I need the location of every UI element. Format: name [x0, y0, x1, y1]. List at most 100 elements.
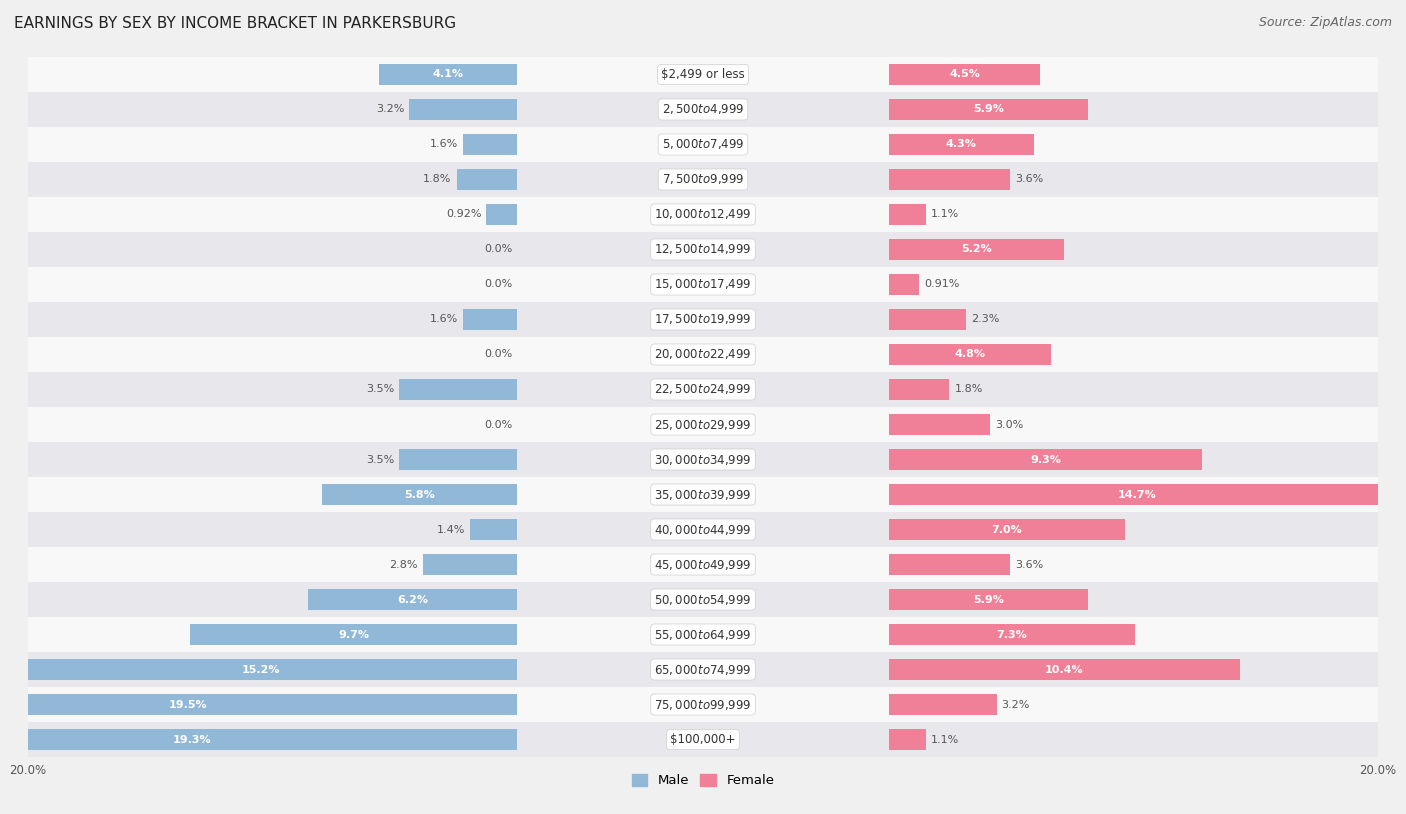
Text: 15.2%: 15.2%	[242, 664, 280, 675]
Bar	[457, 168, 517, 190]
Bar	[28, 232, 1378, 267]
Text: 0.91%: 0.91%	[924, 279, 960, 290]
Bar	[889, 344, 1050, 365]
Text: 5.2%: 5.2%	[960, 244, 991, 255]
Bar	[0, 694, 517, 716]
Bar	[28, 547, 1378, 582]
Bar	[889, 239, 1064, 260]
Bar	[889, 414, 990, 435]
Text: 0.0%: 0.0%	[484, 419, 512, 430]
Text: $15,000 to $17,499: $15,000 to $17,499	[654, 278, 752, 291]
Bar	[409, 98, 517, 120]
Bar	[28, 372, 1378, 407]
Bar	[399, 379, 517, 400]
Bar	[190, 624, 517, 646]
Bar	[0, 729, 517, 751]
Text: $75,000 to $99,999: $75,000 to $99,999	[654, 698, 752, 711]
Text: Source: ZipAtlas.com: Source: ZipAtlas.com	[1258, 16, 1392, 29]
Text: 3.6%: 3.6%	[1015, 559, 1043, 570]
Bar	[889, 624, 1135, 646]
Text: 4.8%: 4.8%	[955, 349, 986, 360]
Bar	[28, 617, 1378, 652]
Text: $2,499 or less: $2,499 or less	[661, 68, 745, 81]
Text: 3.6%: 3.6%	[1015, 174, 1043, 185]
Text: 4.5%: 4.5%	[949, 69, 980, 80]
Bar	[28, 127, 1378, 162]
Text: $25,000 to $29,999: $25,000 to $29,999	[654, 418, 752, 431]
Bar	[889, 659, 1240, 681]
Text: $45,000 to $49,999: $45,000 to $49,999	[654, 558, 752, 571]
Text: $40,000 to $44,999: $40,000 to $44,999	[654, 523, 752, 536]
Bar	[889, 274, 920, 295]
Text: $50,000 to $54,999: $50,000 to $54,999	[654, 593, 752, 606]
Bar	[889, 204, 925, 225]
Text: 2.3%: 2.3%	[972, 314, 1000, 325]
Text: 0.0%: 0.0%	[484, 244, 512, 255]
Bar	[4, 659, 517, 681]
Text: 1.1%: 1.1%	[931, 209, 959, 220]
Text: $2,500 to $4,999: $2,500 to $4,999	[662, 103, 744, 116]
Bar	[28, 442, 1378, 477]
Text: 0.0%: 0.0%	[484, 349, 512, 360]
Bar	[423, 554, 517, 575]
Text: 4.1%: 4.1%	[433, 69, 464, 80]
Text: 0.92%: 0.92%	[446, 209, 481, 220]
Text: 1.6%: 1.6%	[430, 314, 458, 325]
Text: 19.3%: 19.3%	[173, 734, 211, 745]
Bar	[889, 133, 1033, 155]
Bar	[889, 694, 997, 716]
Bar	[28, 722, 1378, 757]
Text: EARNINGS BY SEX BY INCOME BRACKET IN PARKERSBURG: EARNINGS BY SEX BY INCOME BRACKET IN PAR…	[14, 16, 456, 31]
Text: 3.0%: 3.0%	[995, 419, 1024, 430]
Text: 14.7%: 14.7%	[1118, 489, 1156, 500]
Bar	[28, 302, 1378, 337]
Text: 3.5%: 3.5%	[366, 454, 394, 465]
Text: $30,000 to $34,999: $30,000 to $34,999	[654, 453, 752, 466]
Text: 10.4%: 10.4%	[1045, 664, 1084, 675]
Bar	[28, 652, 1378, 687]
Bar	[28, 582, 1378, 617]
Text: $100,000+: $100,000+	[671, 733, 735, 746]
Text: 0.0%: 0.0%	[484, 279, 512, 290]
Text: 5.8%: 5.8%	[404, 489, 434, 500]
Text: 9.7%: 9.7%	[339, 629, 370, 640]
Text: $5,000 to $7,499: $5,000 to $7,499	[662, 138, 744, 151]
Bar	[889, 63, 1040, 85]
Bar	[889, 379, 949, 400]
Bar	[28, 477, 1378, 512]
Text: 7.0%: 7.0%	[991, 524, 1022, 535]
Bar	[889, 729, 925, 751]
Bar	[28, 407, 1378, 442]
Bar	[28, 687, 1378, 722]
Text: 1.4%: 1.4%	[437, 524, 465, 535]
Text: $10,000 to $12,499: $10,000 to $12,499	[654, 208, 752, 221]
Text: 5.9%: 5.9%	[973, 594, 1004, 605]
Legend: Male, Female: Male, Female	[626, 768, 780, 792]
Text: $55,000 to $64,999: $55,000 to $64,999	[654, 628, 752, 641]
Text: 1.6%: 1.6%	[430, 139, 458, 150]
Text: 3.2%: 3.2%	[1001, 699, 1031, 710]
Text: $12,500 to $14,999: $12,500 to $14,999	[654, 243, 752, 256]
Bar	[464, 133, 517, 155]
Bar	[308, 589, 517, 610]
Text: 2.8%: 2.8%	[389, 559, 418, 570]
Bar	[28, 92, 1378, 127]
Bar	[28, 337, 1378, 372]
Bar	[889, 589, 1088, 610]
Bar	[889, 309, 966, 330]
Bar	[28, 512, 1378, 547]
Text: 3.2%: 3.2%	[375, 104, 405, 115]
Text: 5.9%: 5.9%	[973, 104, 1004, 115]
Text: $17,500 to $19,999: $17,500 to $19,999	[654, 313, 752, 326]
Text: 7.3%: 7.3%	[997, 629, 1028, 640]
Text: 3.5%: 3.5%	[366, 384, 394, 395]
Bar	[889, 484, 1385, 505]
Text: 4.3%: 4.3%	[946, 139, 977, 150]
Bar	[889, 168, 1010, 190]
Bar	[889, 554, 1010, 575]
Text: $35,000 to $39,999: $35,000 to $39,999	[654, 488, 752, 501]
Bar	[399, 449, 517, 470]
Bar	[889, 519, 1125, 540]
Text: 1.8%: 1.8%	[423, 174, 451, 185]
Bar	[470, 519, 517, 540]
